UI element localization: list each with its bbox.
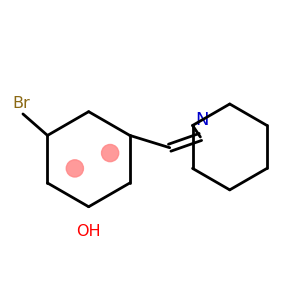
- Text: Br: Br: [13, 96, 30, 111]
- Text: N: N: [195, 111, 209, 129]
- Circle shape: [101, 145, 119, 162]
- Text: OH: OH: [76, 224, 101, 238]
- Circle shape: [66, 160, 83, 177]
